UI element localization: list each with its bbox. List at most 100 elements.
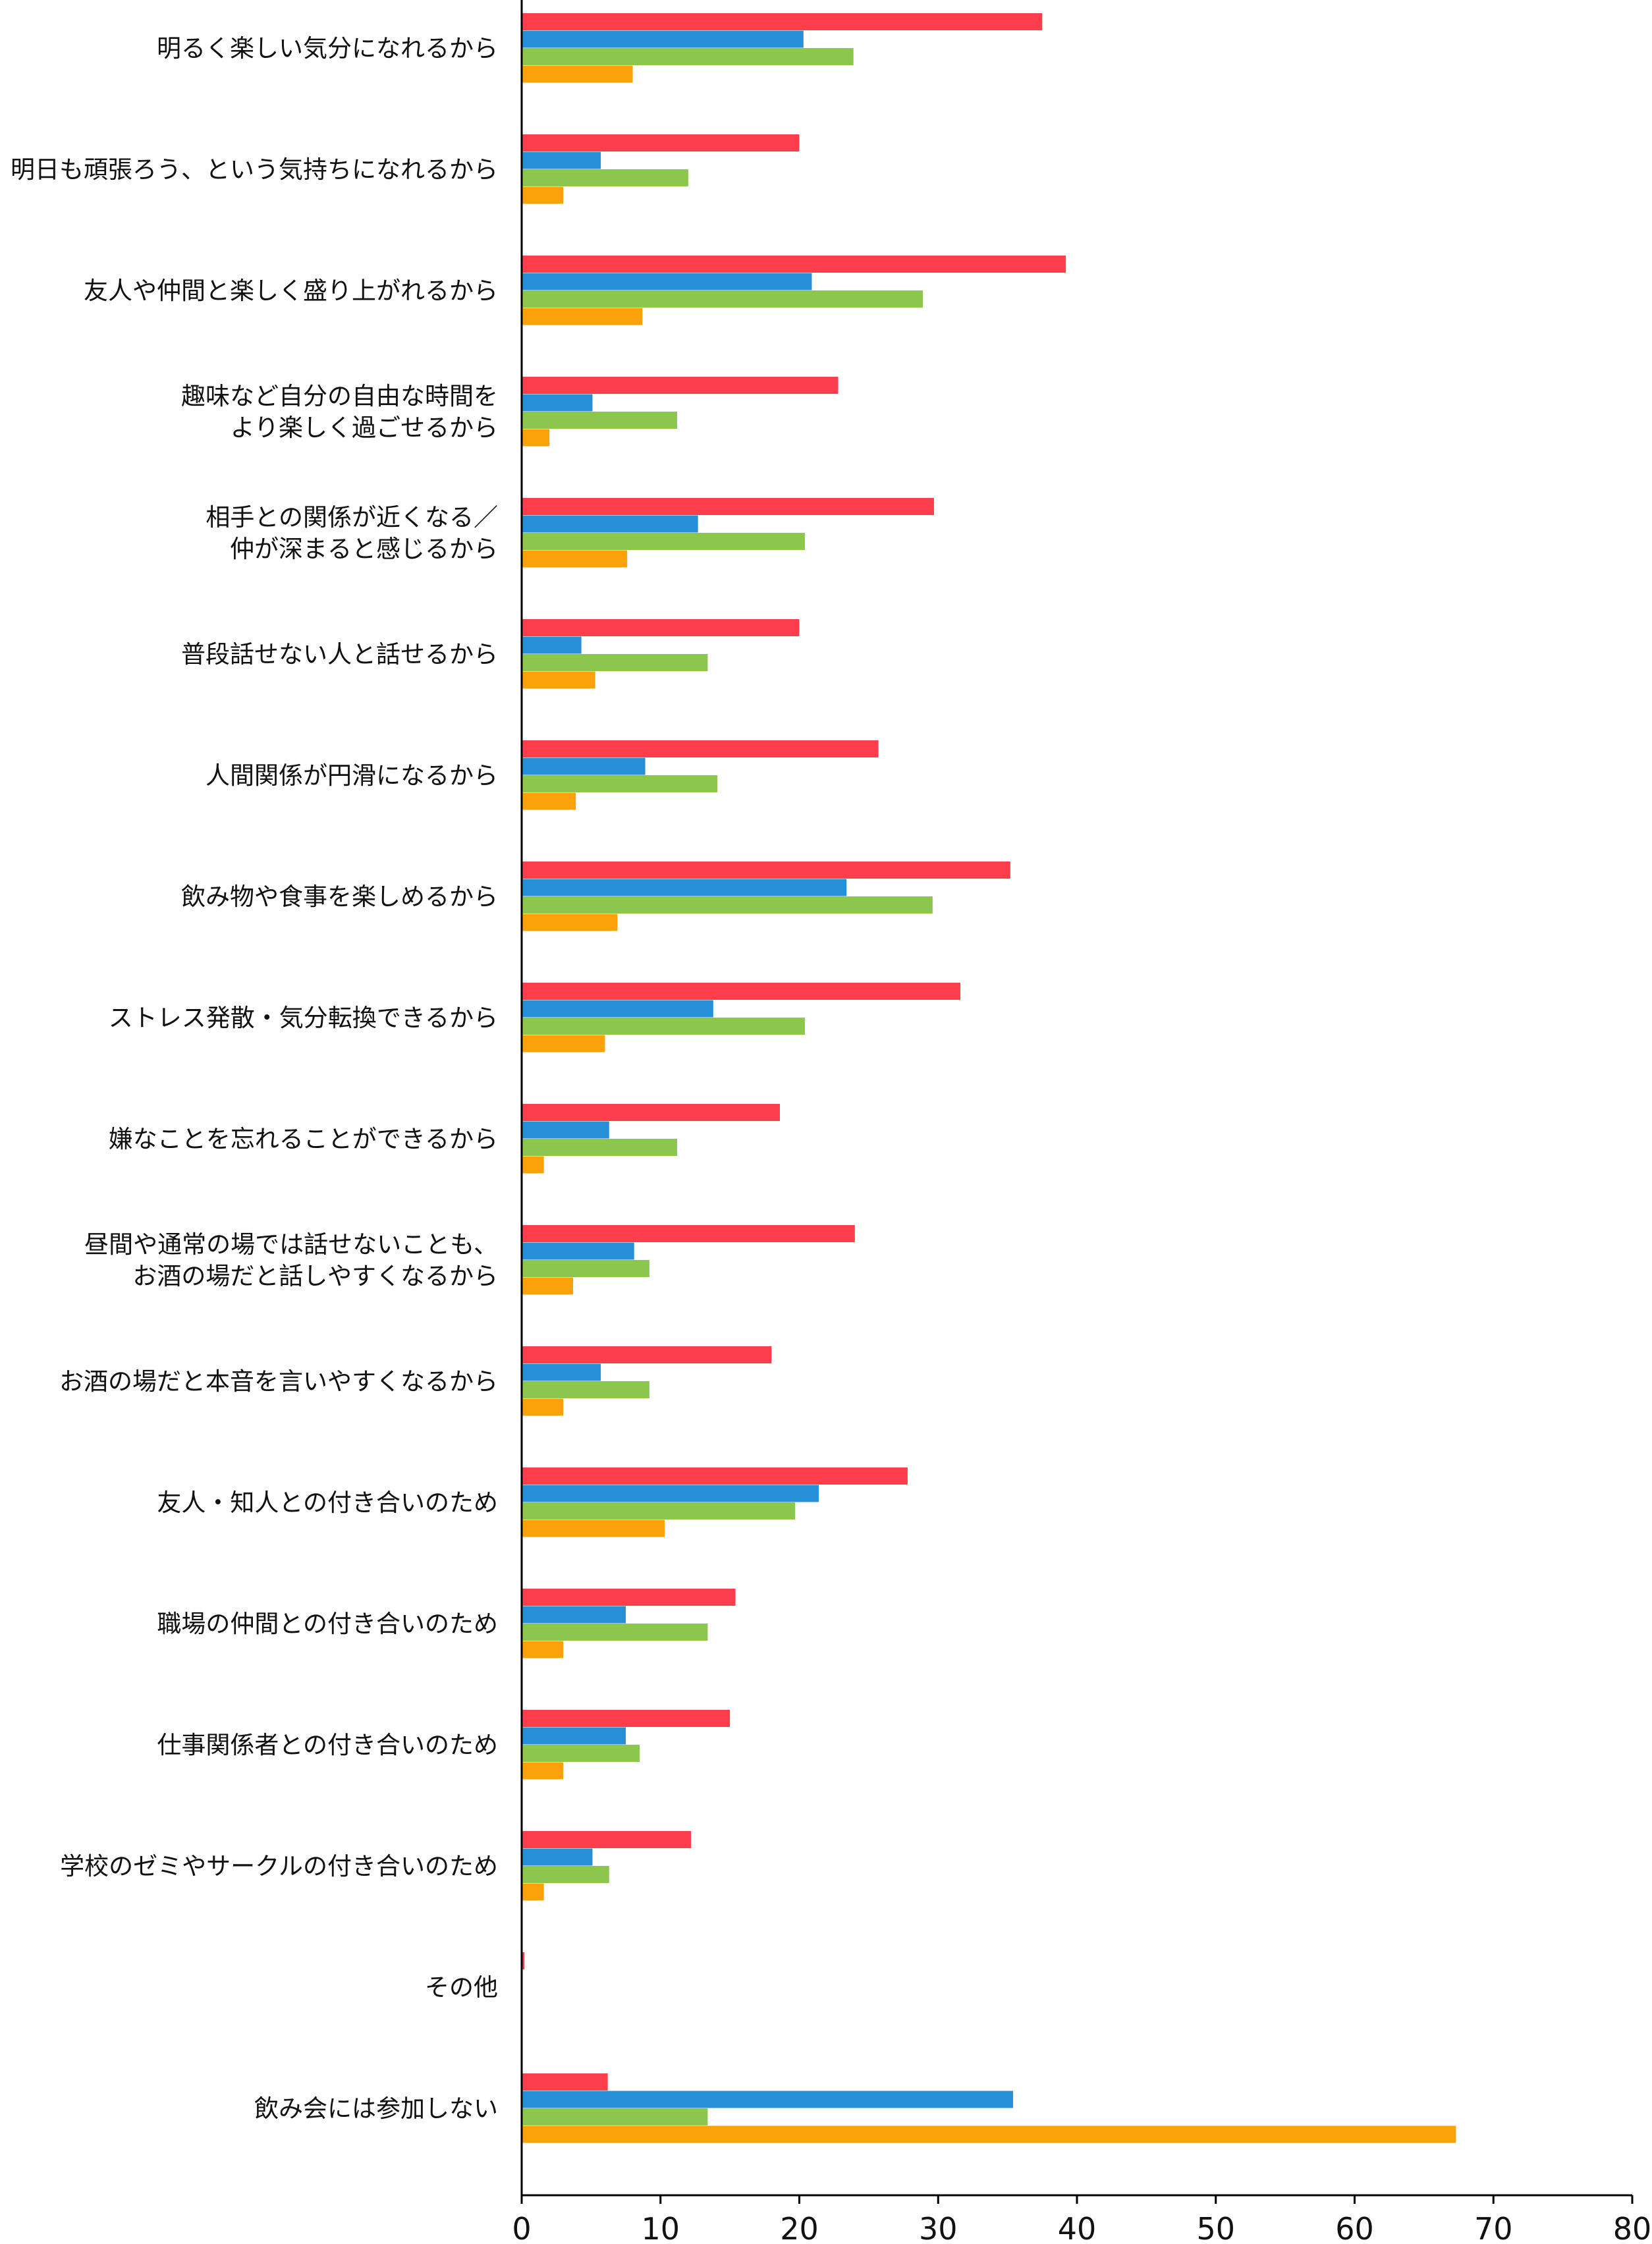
bar — [522, 1624, 708, 1641]
bar — [522, 134, 800, 151]
bar — [522, 186, 564, 204]
category-label: 仕事関係者との付き合いのため — [157, 1731, 498, 1759]
bar — [522, 1727, 626, 1745]
bar — [522, 2108, 708, 2125]
bar — [522, 1502, 796, 1519]
bar — [522, 879, 847, 896]
category-label: 友人や仲間と楽しく盛り上がれるから — [84, 277, 498, 305]
category-label: 普段話せない人と話せるから — [181, 640, 498, 669]
bar — [522, 1467, 908, 1485]
category-label: 友人・知人との付き合いのため — [157, 1489, 498, 1517]
bar — [522, 48, 854, 65]
bar — [522, 896, 933, 914]
bar — [522, 1000, 713, 1018]
bar — [522, 1277, 573, 1295]
bar — [522, 13, 1043, 30]
x-axis: 0 10 20 30 40 50 60 70 80 — [512, 0, 1651, 2244]
bar — [522, 377, 839, 394]
bar — [522, 1139, 678, 1156]
bar — [522, 1225, 855, 1242]
bar — [522, 1121, 609, 1139]
bar — [522, 636, 582, 654]
bar — [522, 429, 550, 447]
bar — [522, 550, 628, 568]
bar — [522, 30, 804, 48]
bar — [522, 1381, 649, 1398]
bar — [522, 308, 643, 325]
x-tick-label: 10 — [641, 2211, 680, 2244]
bar — [522, 1641, 564, 1658]
x-tick-label: 50 — [1196, 2211, 1235, 2244]
bar — [522, 654, 708, 671]
bar — [522, 862, 1010, 879]
bar — [522, 394, 593, 412]
bar — [522, 1866, 609, 1883]
bar — [522, 2091, 1014, 2108]
category-label: 嫌なことを忘れることができるから — [109, 1125, 498, 1153]
x-tick-label: 40 — [1058, 2211, 1097, 2244]
category-label: 趣味など自分の自由な時間を — [181, 382, 498, 410]
bar — [522, 498, 934, 515]
bar — [522, 619, 800, 636]
bar — [522, 2125, 1456, 2143]
category-label: 仲が深まると感じるから — [230, 535, 498, 563]
category-label: お酒の場だと本音を言いやすくなるから — [59, 1367, 498, 1396]
x-tick-label: 20 — [780, 2211, 819, 2244]
bar — [522, 412, 678, 429]
bar — [522, 290, 923, 308]
bar — [522, 1104, 780, 1121]
bars-layer — [522, 13, 1456, 2143]
category-label: 飲み物や食事を楽しめるから — [181, 883, 498, 911]
bar — [522, 273, 812, 290]
category-label: より楽しく過ごせるから — [231, 414, 498, 442]
bar — [522, 740, 879, 757]
bar — [522, 1762, 564, 1780]
bar — [522, 2073, 608, 2091]
bar — [522, 256, 1066, 273]
bar — [522, 1156, 544, 1174]
category-label: 飲み会には参加しない — [254, 2094, 498, 2123]
bar — [522, 914, 618, 931]
bar — [522, 1346, 772, 1363]
bar — [522, 1035, 605, 1053]
bar — [522, 1589, 736, 1606]
bar — [522, 1260, 649, 1277]
x-tick-label: 0 — [512, 2211, 531, 2244]
x-tick-label: 70 — [1474, 2211, 1513, 2244]
bar — [522, 515, 698, 533]
category-label: その他 — [425, 1973, 498, 2002]
bar — [522, 1710, 730, 1727]
bar — [522, 1606, 626, 1624]
bar — [522, 1519, 665, 1537]
category-label: 学校のゼミやサークルの付き合いのため — [60, 1852, 498, 1880]
bar — [522, 1848, 593, 1866]
category-label: 明日も頑張ろう、という気持ちになれるから — [11, 155, 498, 184]
bar — [522, 65, 633, 83]
category-label: 相手との関係が近くなる／ — [206, 503, 498, 532]
bar — [522, 151, 601, 169]
bar — [522, 1883, 544, 1901]
bar — [522, 1398, 564, 1416]
bar — [522, 757, 646, 775]
bar — [522, 1242, 634, 1260]
bar — [522, 1831, 692, 1848]
category-label: お酒の場だと話しやすくなるから — [132, 1262, 498, 1290]
bar — [522, 1745, 640, 1762]
category-label: 明るく楽しい気分になれるから — [157, 34, 498, 63]
category-label: 人間関係が円滑になるから — [206, 761, 498, 790]
bar — [522, 775, 718, 792]
bar — [522, 1018, 805, 1035]
bar — [522, 1952, 525, 1969]
bar — [522, 169, 688, 186]
bar — [522, 983, 960, 1000]
x-tick-label: 60 — [1335, 2211, 1374, 2244]
bar — [522, 1363, 601, 1381]
category-label: 職場の仲間との付き合いのため — [157, 1610, 498, 1638]
bar — [522, 533, 805, 550]
category-labels: 明るく楽しい気分になれるから明日も頑張ろう、という気持ちになれるから友人や仲間と… — [11, 34, 498, 2123]
x-tick-label: 80 — [1613, 2211, 1652, 2244]
bar — [522, 671, 595, 689]
bar — [522, 1485, 819, 1502]
category-label: ストレス発散・気分転換できるから — [109, 1004, 498, 1032]
